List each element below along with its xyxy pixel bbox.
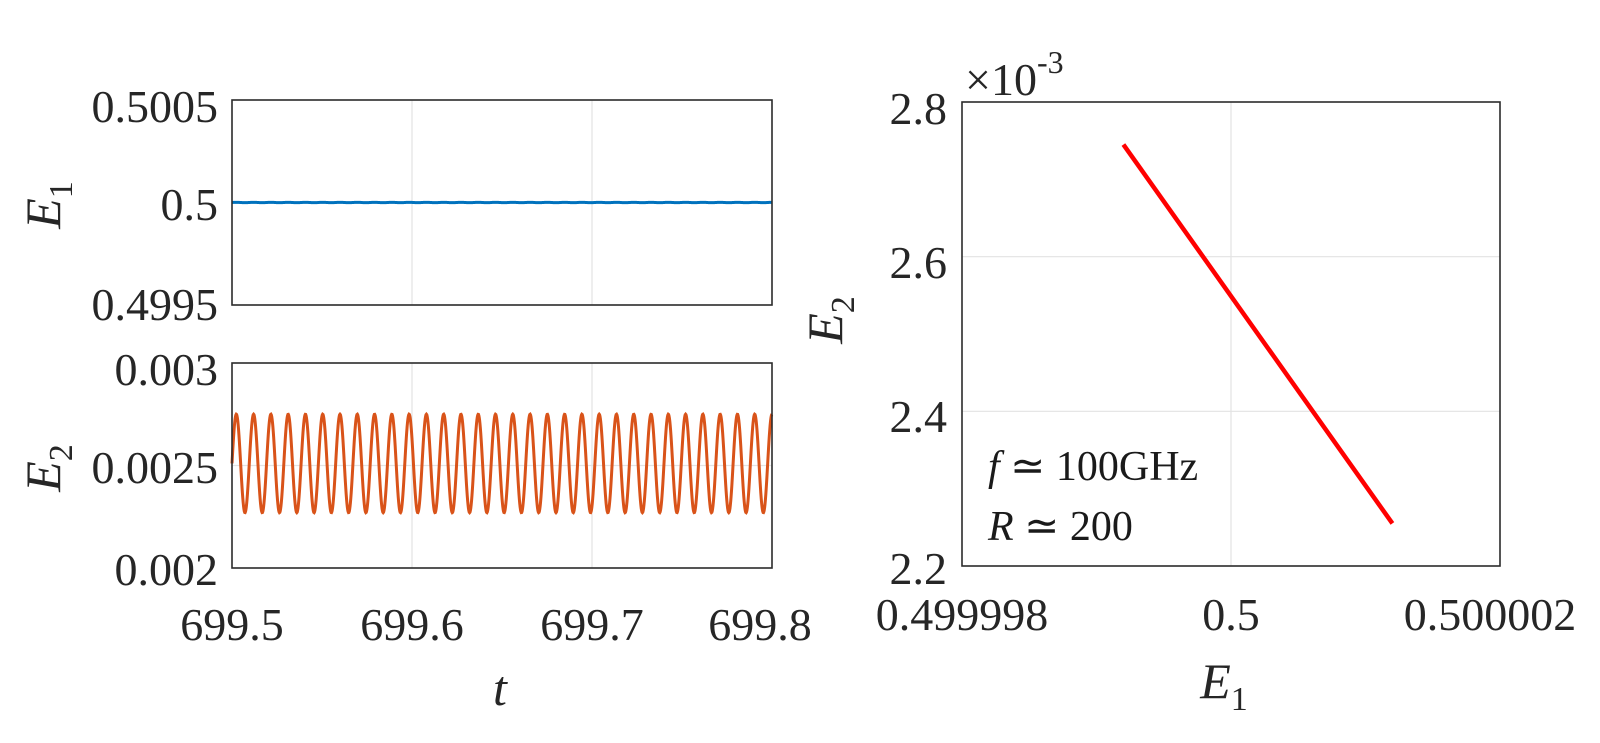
plot-frame-bottom-left bbox=[231, 362, 773, 569]
ylabel-text: E bbox=[797, 313, 853, 345]
series-line-phase bbox=[1121, 143, 1395, 525]
ytick-label: 0.5 bbox=[161, 179, 219, 230]
ytick-label: 0.4995 bbox=[92, 279, 219, 330]
ylabel-right: E2 bbox=[797, 296, 862, 345]
ytick-label: 2.2 bbox=[890, 543, 948, 594]
svg-text:E2: E2 bbox=[797, 296, 862, 345]
ytick-label: 0.5005 bbox=[92, 81, 219, 132]
exponent-label: ×10-3 bbox=[965, 44, 1064, 105]
xtick-label: 0.5 bbox=[1202, 589, 1260, 640]
annotation-text: ≃ 100GHz bbox=[1000, 444, 1199, 490]
annotation-frequency: f ≃ 100GHz bbox=[988, 444, 1198, 490]
exponent-base: ×10 bbox=[965, 54, 1037, 105]
ytick-label: 0.002 bbox=[115, 544, 219, 595]
plot-frame-top-left bbox=[231, 99, 773, 306]
xlabel-subscript: 1 bbox=[1231, 681, 1248, 718]
xtick-label: 699.8 bbox=[708, 599, 812, 650]
svg-text:E2: E2 bbox=[15, 444, 80, 493]
ytick-label: 2.8 bbox=[890, 83, 948, 134]
xtick-label: 699.6 bbox=[360, 599, 464, 650]
xtick-label: 699.5 bbox=[180, 599, 284, 650]
ylabel-subscript: 2 bbox=[43, 444, 80, 461]
panel-bottom-left: 0.003 0.0025 0.002 699.5 699.6 699.7 699… bbox=[15, 344, 812, 716]
ylabel-subscript: 1 bbox=[43, 181, 80, 198]
plot-frame-right bbox=[961, 101, 1501, 567]
svg-text:E1: E1 bbox=[15, 181, 80, 230]
panel-right: 2.8 2.6 2.4 2.2 0.499998 0.5 0.500002 ×1… bbox=[797, 44, 1576, 718]
xlabel-t: t bbox=[493, 660, 508, 716]
panel-top-left: 0.5005 0.5 0.4995 E1 bbox=[15, 81, 773, 330]
ylabel-subscript: 2 bbox=[825, 296, 862, 313]
annotation-ratio: R ≃ 200 bbox=[987, 504, 1133, 550]
ytick-label: 2.6 bbox=[890, 237, 948, 288]
xtick-label: 0.499998 bbox=[876, 589, 1049, 640]
xlabel-text: E bbox=[1199, 653, 1231, 709]
annotation-text: ≃ 200 bbox=[1014, 504, 1133, 550]
ytick-label: 0.003 bbox=[115, 344, 219, 395]
exponent-power: -3 bbox=[1037, 44, 1064, 80]
annotation-var: R bbox=[987, 504, 1014, 550]
xtick-label: 699.7 bbox=[540, 599, 644, 650]
xtick-label: 0.500002 bbox=[1404, 589, 1577, 640]
xlabel-right: E1 bbox=[1199, 653, 1248, 718]
grid-right bbox=[962, 102, 1500, 566]
ylabel-text: E bbox=[15, 198, 71, 230]
ylabel-bottom-left: E2 bbox=[15, 444, 80, 493]
ytick-label: 2.4 bbox=[890, 391, 948, 442]
ytick-label: 0.0025 bbox=[92, 442, 219, 493]
series-line-e2 bbox=[230, 411, 774, 516]
ylabel-text: E bbox=[15, 461, 71, 493]
ylabel-top-left: E1 bbox=[15, 181, 80, 230]
